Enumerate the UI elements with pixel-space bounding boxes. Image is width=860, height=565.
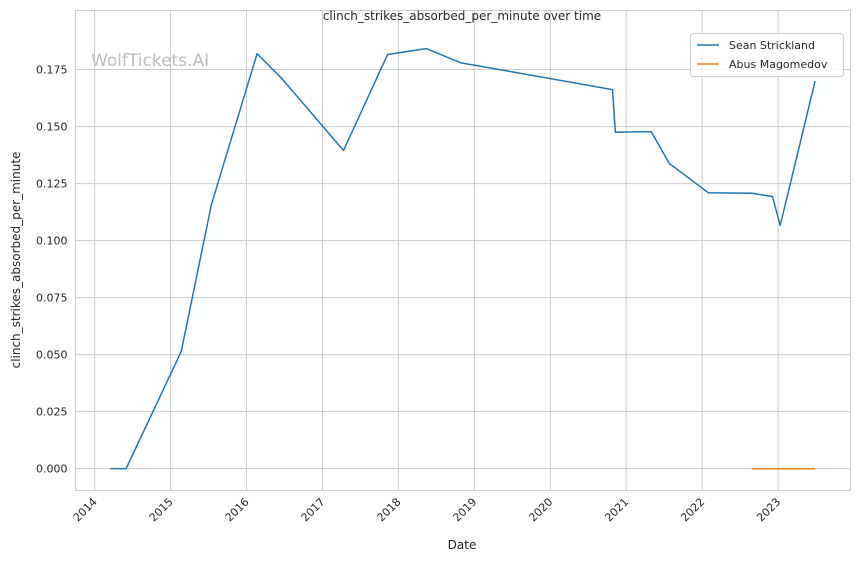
y-tick-label: 0.025 <box>36 406 68 419</box>
grid <box>75 10 851 491</box>
plot-frame <box>75 10 851 491</box>
y-tick-labels: 0.000 0.025 0.050 0.075 0.100 0.125 0.150 0.175 <box>36 64 68 476</box>
y-tick-label: 0.175 <box>36 64 68 77</box>
y-tick-label: 0.075 <box>36 292 68 305</box>
y-tick-label: 0.100 <box>36 235 68 248</box>
legend-box <box>690 33 844 77</box>
x-tick-label: 2021 <box>602 495 631 524</box>
x-axis-label: Date <box>448 538 477 552</box>
y-tick-label: 0.050 <box>36 349 68 362</box>
x-tick-label: 2016 <box>223 495 252 524</box>
x-tick-label: 2017 <box>299 495 328 524</box>
y-tick-label: 0.000 <box>36 463 68 476</box>
series-lines <box>110 47 816 470</box>
x-tick-label: 2019 <box>450 495 479 524</box>
legend-label-sean-strickland: Sean Strickland <box>729 39 815 52</box>
x-tick-labels: 2014 2015 2016 2017 2018 2019 2020 2021 2022 2023 <box>71 495 783 524</box>
series-line-sean-strickland <box>110 47 816 470</box>
y-tick-label: 0.150 <box>36 121 68 134</box>
legend: Sean Strickland Abus Magomedov <box>690 33 844 77</box>
legend-label-abus-magomedov: Abus Magomedov <box>729 58 828 71</box>
y-axis-label: clinch_strikes_absorbed_per_minute <box>9 152 23 369</box>
x-tick-label: 2020 <box>526 495 555 524</box>
x-tick-label: 2015 <box>147 495 176 524</box>
x-tick-label: 2022 <box>678 495 707 524</box>
chart-title: clinch_strikes_absorbed_per_minute over … <box>323 9 601 23</box>
x-tick-label: 2018 <box>375 495 404 524</box>
watermark: WolfTickets.AI <box>91 51 209 71</box>
y-tick-label: 0.125 <box>36 178 68 191</box>
x-tick-label: 2023 <box>754 495 783 524</box>
x-tick-label: 2014 <box>71 495 100 524</box>
